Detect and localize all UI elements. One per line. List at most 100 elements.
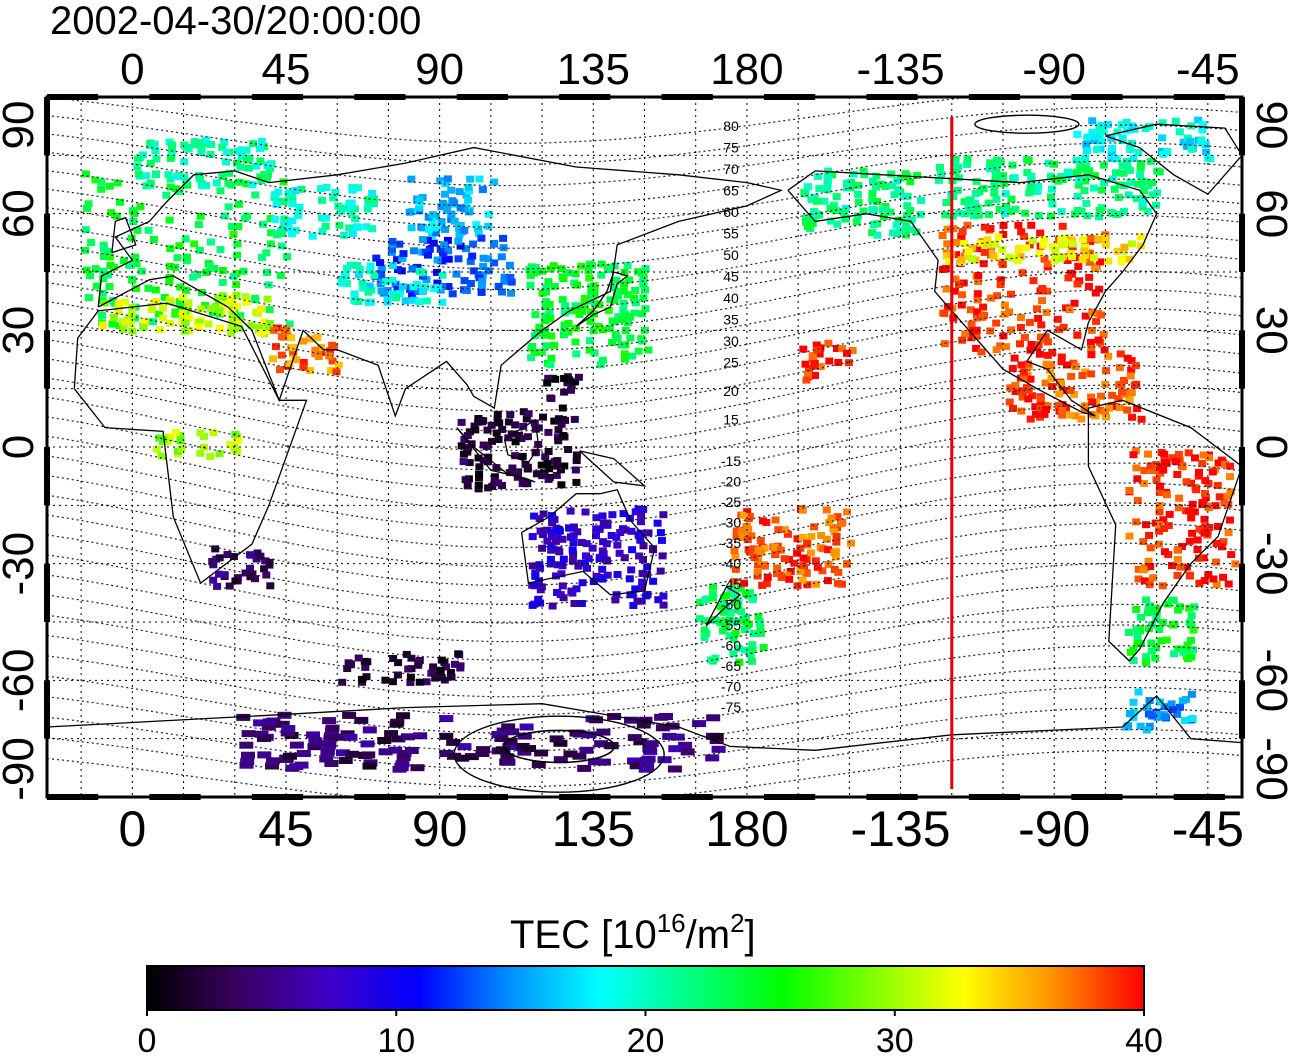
tec-cell [280, 215, 289, 223]
tec-cell [1136, 242, 1145, 250]
tec-cell [166, 245, 175, 253]
tec-cell [1066, 386, 1075, 394]
frame-bar [1239, 213, 1245, 272]
tec-cell [197, 144, 206, 152]
tec-cell [551, 537, 560, 545]
tec-cell [985, 211, 993, 219]
contour-label: 75 [723, 140, 739, 156]
frame-bar [968, 94, 1021, 100]
tec-cell [227, 181, 236, 189]
tec-cell [638, 578, 647, 586]
tec-cell [501, 723, 516, 731]
tec-cell [1034, 314, 1043, 322]
tec-cell [376, 280, 385, 288]
tec-cell [257, 751, 272, 759]
tec-cell [517, 748, 532, 756]
tec-cell [498, 288, 506, 296]
tec-cell [1058, 176, 1067, 183]
tec-cell [662, 732, 677, 740]
tec-cell [783, 530, 792, 538]
tec-cell [1014, 221, 1023, 229]
tec-cell [277, 333, 286, 341]
tec-cell [590, 349, 599, 357]
tec-cell [266, 240, 275, 248]
tec-cell [340, 231, 349, 239]
tec-cell [1013, 257, 1022, 265]
tec-cell [1028, 237, 1037, 245]
tec-cell [234, 436, 243, 444]
tec-cell [547, 542, 556, 550]
tec-cell [448, 290, 457, 298]
tec-cell [431, 229, 440, 237]
tec-cell [215, 307, 224, 315]
top-lon-tick-label: 180 [710, 45, 783, 94]
tec-cell [414, 661, 423, 669]
tec-cell [1146, 544, 1155, 552]
frame-bar [661, 794, 713, 800]
colorbar-tick-label: 20 [627, 1022, 665, 1057]
tec-cell [1202, 148, 1211, 156]
tec-cell [500, 753, 515, 761]
tec-cell [580, 559, 589, 567]
tec-cell [477, 234, 486, 242]
tec-cell [82, 204, 91, 212]
tec-cell [107, 209, 116, 217]
tec-cell [1168, 621, 1177, 629]
coastline [575, 271, 629, 327]
tec-cell [505, 261, 514, 269]
tec-cell [1225, 516, 1234, 524]
tec-cell [808, 219, 817, 227]
tec-cell [695, 615, 704, 623]
tec-cell [1117, 256, 1126, 263]
tec-cell [1128, 413, 1137, 421]
tec-cell [1073, 168, 1082, 176]
contour-label: 60 [723, 204, 739, 220]
tec-cell [456, 242, 465, 250]
bottom-lon-tick-label: 45 [258, 801, 314, 857]
tec-cell [639, 542, 648, 550]
tec-cell [756, 536, 765, 544]
tec-cell [560, 321, 569, 329]
tec-cell [708, 590, 717, 598]
tec-cell [358, 675, 367, 683]
tec-cell [951, 287, 959, 295]
tec-cell [748, 641, 757, 649]
tec-cell [137, 267, 146, 275]
tec-cell [1201, 477, 1210, 485]
contour-line [46, 233, 1243, 311]
tec-cell [1002, 203, 1011, 210]
tec-cell [547, 332, 556, 340]
tec-cell [619, 299, 628, 307]
tec-cell [267, 229, 276, 237]
tec-cell [505, 728, 520, 736]
left-lat-tick-label: -30 [0, 532, 43, 596]
tec-cell [1190, 603, 1199, 611]
tec-cell [1174, 645, 1183, 653]
tec-cell [392, 293, 401, 301]
contour-label: -60 [721, 638, 741, 654]
tec-cell [1091, 289, 1100, 297]
tec-cell [225, 582, 234, 590]
tec-cell [595, 555, 604, 563]
frame-bar [456, 94, 508, 100]
tec-cell [202, 140, 211, 148]
tec-cell [1180, 717, 1189, 724]
tec-cell [306, 335, 315, 343]
tec-cell [799, 554, 808, 562]
tec-cell [1134, 565, 1143, 573]
tec-cell [1053, 315, 1062, 323]
bottom-lon-tick-label: 90 [412, 801, 468, 857]
tec-cell [447, 210, 456, 218]
tec-cell [639, 505, 648, 513]
tec-cell [1133, 633, 1142, 640]
tec-cell [1124, 629, 1133, 636]
tec-cell [749, 630, 758, 637]
tec-cell [1131, 447, 1140, 455]
tec-cell [623, 261, 632, 269]
tec-cell [91, 176, 100, 184]
contour-label: 30 [723, 333, 739, 349]
tec-cell [483, 426, 492, 434]
tec-cell [574, 562, 583, 570]
tec-cell [536, 527, 545, 535]
tec-cell [561, 302, 569, 310]
